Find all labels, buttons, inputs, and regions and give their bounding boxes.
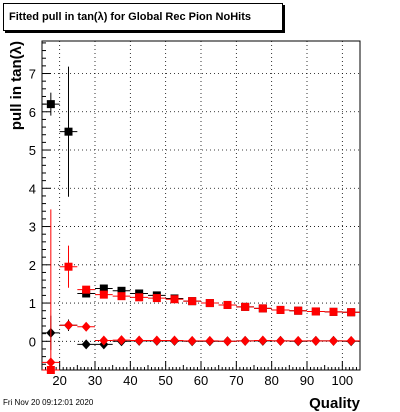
series-0-point xyxy=(46,100,55,109)
series-1-point xyxy=(311,307,320,316)
x-tick-label: 40 xyxy=(123,373,137,388)
series-1-point xyxy=(347,308,356,317)
y-axis-label: pull in tan(λ) xyxy=(8,41,25,130)
series-1-point xyxy=(64,262,73,271)
y-tick-label: 5 xyxy=(29,143,36,158)
y-tick-label: 6 xyxy=(29,105,36,120)
chart-title: Fitted pull in tan(λ) for Global Rec Pio… xyxy=(9,11,251,23)
series-1-point xyxy=(135,293,144,302)
series-1-point xyxy=(188,297,197,306)
x-tick-label: 30 xyxy=(88,373,102,388)
series-3-point xyxy=(346,335,356,346)
series-1-point xyxy=(82,285,91,294)
y-tick-label: 4 xyxy=(29,181,36,196)
series-1-point xyxy=(258,304,267,313)
x-tick-label: 50 xyxy=(158,373,172,388)
series-3-point xyxy=(64,320,73,331)
series-1-point xyxy=(294,306,303,315)
series-3-point xyxy=(329,335,338,346)
x-tick-label: 20 xyxy=(52,373,66,388)
x-tick-label: 100 xyxy=(331,373,353,388)
series-1-point xyxy=(117,292,126,301)
series-3-point xyxy=(152,335,162,346)
x-axis-label: Quality xyxy=(309,395,361,412)
series-3-point xyxy=(311,335,321,346)
series-3-point xyxy=(46,357,56,368)
x-tick-label: 80 xyxy=(264,373,278,388)
series-3-point xyxy=(276,335,285,346)
series-3-point xyxy=(170,335,179,346)
y-tick-label: 3 xyxy=(29,220,36,235)
series-0-point xyxy=(99,284,108,293)
timestamp-label: Fri Nov 20 09:12:01 2020 xyxy=(3,398,94,407)
x-tick-label: 70 xyxy=(229,373,243,388)
series-3-point xyxy=(99,335,109,346)
x-tick-label: 90 xyxy=(300,373,314,388)
series-3-point xyxy=(187,335,197,346)
series-1-point xyxy=(241,302,250,311)
series-1-point xyxy=(170,295,179,304)
series-2-point xyxy=(81,339,91,350)
series-1-point xyxy=(99,290,108,299)
series-1-point xyxy=(152,294,161,303)
series-3-point xyxy=(293,335,303,346)
series-3-point xyxy=(240,335,250,346)
series-0-point xyxy=(64,127,73,136)
y-tick-label: 0 xyxy=(29,334,36,349)
series-0-point xyxy=(117,286,126,295)
series-3-point xyxy=(258,335,268,346)
y-tick-label: 7 xyxy=(29,67,36,82)
series-3-point xyxy=(205,335,215,346)
chart-title-box: Fitted pull in tan(λ) for Global Rec Pio… xyxy=(3,3,283,31)
x-tick-label: 60 xyxy=(194,373,208,388)
series-3-point xyxy=(223,336,232,347)
series-3-point xyxy=(81,321,91,332)
series-3-point xyxy=(134,335,144,346)
series-1-point xyxy=(223,300,232,309)
series-3-point xyxy=(117,335,126,346)
series-1-point xyxy=(276,305,285,314)
y-tick-label: 2 xyxy=(29,258,36,273)
series-1-point xyxy=(329,307,338,316)
series-1-point xyxy=(205,299,214,308)
y-tick-label: 1 xyxy=(29,296,36,311)
